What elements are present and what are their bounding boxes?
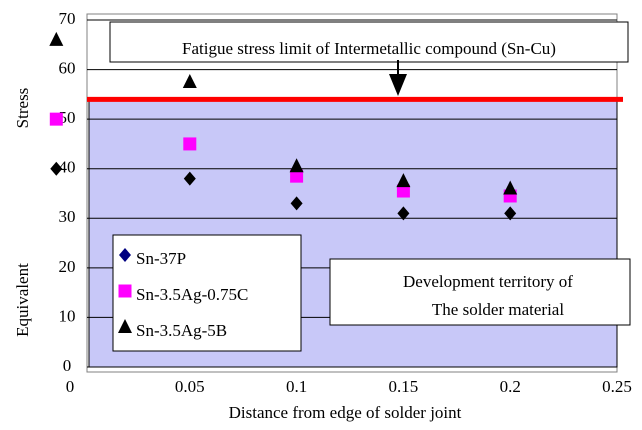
square-marker: [290, 169, 304, 183]
triangle-marker: [503, 180, 518, 195]
legend-label: Sn-3.5Ag-0.75C: [136, 285, 248, 304]
x-tick-label: 0: [66, 377, 75, 396]
y-tick-label: 30: [59, 207, 76, 226]
square-marker: [396, 184, 410, 198]
annotation: The solder material: [432, 300, 564, 319]
y-tick-label: 20: [59, 257, 76, 276]
arrow-head: [389, 74, 407, 96]
diamond-marker: [119, 248, 131, 262]
annotation: Fatigue stress limit of Intermetallic co…: [182, 39, 556, 58]
diamond-marker: [397, 206, 410, 221]
x-axis-label: Distance from edge of solder joint: [229, 403, 462, 422]
x-tick-label: 0.15: [389, 377, 419, 396]
square-marker: [118, 284, 132, 298]
square-marker: [183, 137, 197, 151]
x-tick-label: 0.25: [602, 377, 632, 396]
y-tick-label: 40: [59, 158, 76, 177]
triangle-marker: [49, 31, 64, 46]
diamond-marker: [50, 161, 63, 176]
triangle-marker: [289, 158, 304, 173]
y-tick-label: 10: [59, 306, 76, 325]
x-tick-label: 0.2: [500, 377, 521, 396]
diamond-marker: [290, 196, 303, 211]
diamond-marker: [504, 206, 517, 221]
triangle-marker: [396, 173, 411, 188]
triangle-marker: [182, 73, 197, 88]
y-tick-label: 60: [59, 58, 76, 77]
annotation-box: [109, 21, 629, 63]
square-marker: [49, 112, 63, 126]
x-tick-label: 0.05: [175, 377, 205, 396]
y-tick-label: 0: [63, 356, 72, 375]
annotation: Development territory of: [403, 272, 573, 291]
x-tick-label: 0.1: [286, 377, 307, 396]
annotation-box: [329, 258, 631, 326]
y-axis-label: Equivalent: [13, 263, 32, 337]
legend-box: [112, 234, 302, 352]
y-axis-label: Stress: [13, 88, 32, 129]
diamond-marker: [183, 171, 196, 186]
y-tick-label: 70: [59, 9, 76, 28]
legend-label: Sn-37P: [136, 249, 186, 268]
triangle-marker: [118, 319, 132, 333]
legend-label: Sn-3.5Ag-5B: [136, 321, 227, 340]
